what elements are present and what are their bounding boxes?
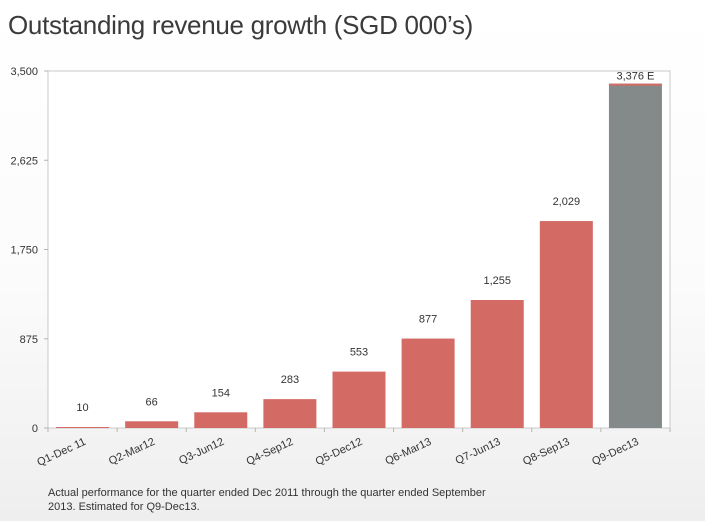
footnote: Actual performance for the quarter ended…	[48, 486, 568, 514]
x-tick-label: Q9-Dec13	[590, 436, 641, 468]
bars	[56, 83, 662, 428]
data-label: 10	[76, 402, 88, 414]
data-label: 1,255	[483, 275, 511, 287]
bar-estimated-top-line	[608, 83, 662, 86]
footnote-line-1: Actual performance for the quarter ended…	[48, 487, 486, 499]
bar	[401, 338, 455, 428]
data-label: 553	[350, 347, 368, 359]
x-tick-label: Q7-Jun13	[454, 436, 503, 467]
data-label: 877	[419, 314, 437, 326]
bar	[470, 299, 524, 428]
y-tick-label: 1,750	[10, 245, 38, 257]
data-label: 2,029	[553, 196, 581, 208]
x-tick-label: Q6-Mar13	[383, 436, 433, 468]
bar	[332, 371, 386, 428]
y-tick-label: 3,500	[10, 66, 38, 78]
footnote-line-2: 2013. Estimated for Q9-Dec13.	[48, 501, 200, 513]
x-tick-label: Q4-Sep12	[245, 436, 296, 468]
y-tick-label: 0	[32, 423, 38, 435]
x-tick-label: Q1-Dec 11	[35, 436, 88, 469]
y-tick-label: 875	[20, 334, 38, 346]
x-axis: Q1-Dec 11 Q2-Mar12 Q3-Jun12 Q4-Sep12 Q5-Dec1…	[35, 428, 671, 469]
data-labels: 10 66 154 283 553 877 1,255 2,029 3,376 E	[76, 71, 654, 414]
y-axis: 0 875 1,750 2,625 3,500	[10, 66, 48, 435]
bar-estimated	[608, 83, 662, 428]
data-label: 283	[281, 374, 299, 386]
data-label: 66	[146, 396, 158, 408]
y-tick-label: 2,625	[10, 155, 38, 167]
x-tick-label: Q2-Mar12	[107, 436, 157, 468]
bar	[539, 221, 593, 428]
bar	[125, 421, 179, 428]
x-tick-label: Q8-Sep13	[521, 436, 572, 468]
x-tick-label: Q5-Dec12	[314, 436, 365, 468]
bar	[56, 426, 110, 428]
bar	[263, 399, 317, 428]
data-label: 154	[212, 387, 230, 399]
x-tick-label: Q3-Jun12	[177, 436, 226, 467]
data-label: 3,376 E	[616, 71, 654, 83]
bar	[194, 412, 248, 428]
chart-title: Outstanding revenue growth (SGD 000’s)	[8, 10, 474, 40]
